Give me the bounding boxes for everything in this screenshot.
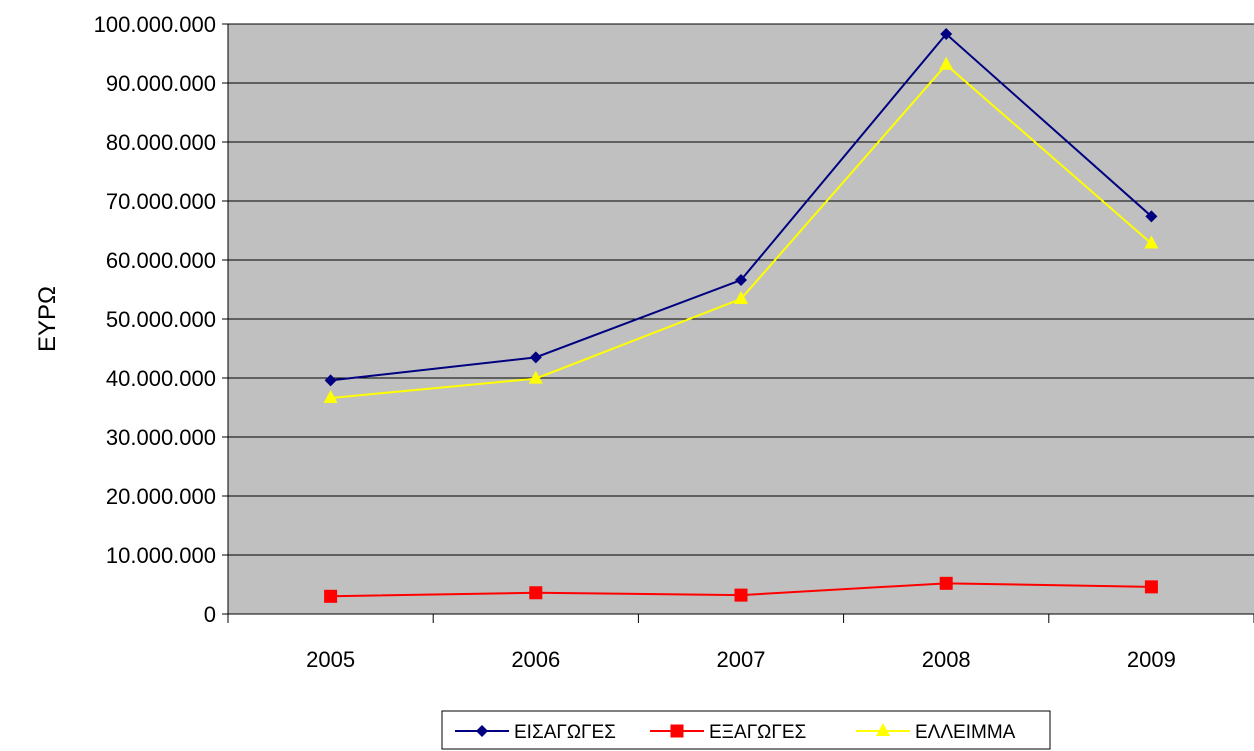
data-point <box>529 351 542 364</box>
y-tick-label: 10.000.000 <box>106 543 216 568</box>
y-tick-label: 30.000.000 <box>106 425 216 450</box>
series-triangle <box>323 56 1159 404</box>
data-point <box>940 28 953 41</box>
data-point <box>939 576 953 590</box>
data-point <box>734 588 748 602</box>
y-tick-label: 70.000.000 <box>106 189 216 214</box>
legend-marker <box>670 724 684 738</box>
y-tick-label: 40.000.000 <box>106 366 216 391</box>
series-layer <box>323 28 1159 603</box>
legend-item: ΕΙΣΑΓΩΓΕΣ <box>455 722 616 743</box>
x-tick-label: 2005 <box>306 647 355 672</box>
series-square <box>324 576 1158 603</box>
x-tick-label: 2008 <box>922 647 971 672</box>
y-tick-label: 20.000.000 <box>106 484 216 509</box>
y-tick-label: 0 <box>204 602 216 627</box>
data-point <box>323 390 338 404</box>
data-point <box>734 290 748 304</box>
legend-marker <box>876 723 890 736</box>
legend-label: ΕΛΛΕΙΜΜΑ <box>915 722 1016 743</box>
data-point <box>939 56 954 70</box>
legend-box <box>441 710 1051 750</box>
data-point <box>1144 580 1158 594</box>
y-axis-ticks: 0 10.000.000 20.000.000 30.000.000 40.000.00… <box>94 12 228 627</box>
legend: ΕΙΣΑΓΩΓΕΣ ΕΞΑΓΩΓΕΣ ΕΛΛΕΙΜΜΑ <box>441 710 1051 750</box>
gridlines <box>228 23 1254 556</box>
y-axis-label: ΕΥΡΩ <box>34 286 61 352</box>
y-tick-label: 50.000.000 <box>106 307 216 332</box>
y-tick-label: 100.000.000 <box>94 12 216 37</box>
legend-label: ΕΞΑΓΩΓΕΣ <box>709 722 806 743</box>
x-tick-label: 2006 <box>511 647 560 672</box>
y-tick-label: 80.000.000 <box>106 130 216 155</box>
y-tick-label: 90.000.000 <box>106 71 216 96</box>
data-point <box>528 370 543 384</box>
legend-item: ΕΞΑΓΩΓΕΣ <box>650 722 806 743</box>
data-point <box>324 589 338 603</box>
x-tick-label: 2007 <box>717 647 766 672</box>
legend-item: ΕΛΛΕΙΜΜΑ <box>856 722 1016 743</box>
data-point <box>1145 210 1158 223</box>
data-point <box>324 374 337 387</box>
series-diamond <box>324 28 1158 387</box>
data-point <box>735 274 747 287</box>
x-axis-ticks: 2005 2006 2007 2008 2009 <box>227 614 1254 672</box>
data-point <box>1144 235 1159 249</box>
y-tick-label: 60.000.000 <box>106 248 216 273</box>
legend-label: ΕΙΣΑΓΩΓΕΣ <box>514 722 616 743</box>
legend-marker <box>476 725 488 737</box>
data-point <box>529 586 543 600</box>
x-tick-label: 2009 <box>1127 647 1176 672</box>
